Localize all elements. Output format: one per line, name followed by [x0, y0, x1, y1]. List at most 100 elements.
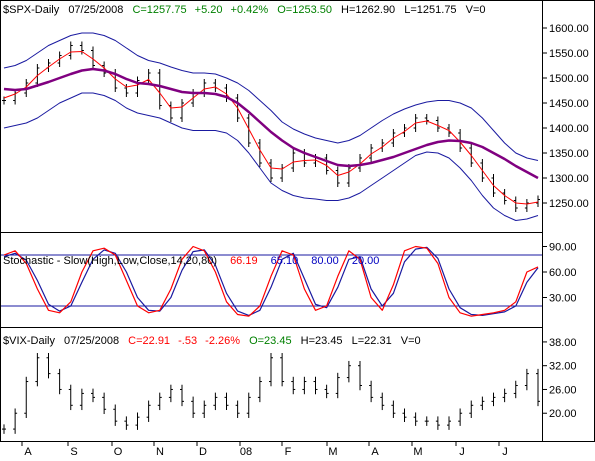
- vix-bar: [302, 376, 307, 395]
- vix-bar: [469, 400, 474, 418]
- vix-bar: [102, 392, 107, 415]
- vix-bar: [447, 416, 451, 430]
- stochastic-k-value: 66.19: [230, 255, 258, 267]
- vix-bar: [202, 400, 207, 418]
- vix-bar: [458, 408, 463, 426]
- x-tick-label: J: [502, 446, 508, 458]
- price-bar: [157, 69, 162, 110]
- vix-bar: [246, 392, 251, 418]
- price-bar: [346, 164, 351, 187]
- vix-bar: [24, 376, 29, 418]
- price-bar: [524, 199, 529, 212]
- vix-bar: [68, 384, 73, 411]
- stochastic-k-line: [3, 245, 539, 317]
- vix-date: 07/25/2008: [64, 335, 119, 347]
- price-date: 07/25/2008: [68, 4, 123, 16]
- price-bar: [257, 139, 262, 167]
- price-bar: [369, 144, 374, 162]
- price-ytick-tick-label: 1400.00: [549, 123, 589, 135]
- vix-bar: [324, 384, 329, 399]
- stochastic-title: Stochastic - Slow(High,Low,Close,14,20,8…: [3, 255, 217, 267]
- vix-bar: [358, 360, 362, 391]
- vix-high: H=23.45: [301, 335, 343, 347]
- vix-bar: [91, 388, 95, 403]
- vix-bar: [168, 384, 173, 403]
- price-open: O=1253.50: [277, 4, 332, 16]
- price-change-pct: +0.42%: [231, 4, 269, 16]
- vix-bar: [79, 388, 84, 411]
- x-tick-label: F: [285, 446, 292, 458]
- vix-ytick-tick-label: 20.00: [549, 408, 577, 420]
- stochastic-lower-level: 20.00: [352, 255, 380, 267]
- vix-header: $VIX-Daily 07/25/2008 C=22.91 -.53 -2.26…: [3, 335, 421, 347]
- vix-bar: [413, 412, 418, 426]
- vix-bar: [280, 353, 285, 387]
- vix-bar: [13, 408, 18, 434]
- vix-bar: [157, 392, 162, 411]
- vix-bar: [391, 400, 396, 418]
- price-bar: [424, 114, 429, 125]
- stochastic-header: Stochastic - Slow(High,Low,Close,14,20,8…: [3, 255, 379, 267]
- x-labels-group: A S O N D 08 F M A M J J: [21, 441, 508, 458]
- vix-bar: [424, 416, 429, 426]
- x-tick-label: S: [70, 446, 77, 458]
- bollinger-lower-line: [3, 92, 539, 221]
- x-tick-label: A: [371, 446, 379, 458]
- vix-bar: [191, 396, 196, 418]
- stochastic-panel-frame: [0, 232, 543, 328]
- x-tick-label: A: [24, 446, 32, 458]
- moving-average-slow-line: [3, 67, 539, 180]
- x-tick-label: M: [328, 446, 337, 458]
- vix-bar: [35, 353, 40, 387]
- vix-bar: [269, 353, 273, 387]
- price-volume: V=0: [466, 4, 486, 16]
- price-bar: [124, 84, 129, 97]
- vix-open: O=23.45: [249, 335, 292, 347]
- vix-bar: [57, 368, 62, 395]
- x-tick-label: O: [114, 446, 123, 458]
- vix-low: L=22.31: [352, 335, 392, 347]
- price-bar: [502, 189, 507, 205]
- vix-volume: V=0: [401, 335, 421, 347]
- vix-bar: [502, 388, 507, 403]
- x-tick-label: M: [413, 446, 422, 458]
- stochastic-ytick-tick-label: 90.00: [549, 242, 577, 254]
- price-ytick-tick-label: 1250.00: [549, 198, 589, 210]
- bollinger-upper-line: [3, 32, 539, 161]
- vix-bar: [491, 392, 496, 407]
- stochastic-ytick-tick-label: 60.00: [549, 267, 577, 279]
- stochastic-ytick-tick-label: 30.00: [549, 293, 577, 305]
- price-ytick-tick-label: 1600.00: [549, 23, 589, 35]
- price-bar: [79, 41, 84, 55]
- price-bar: [68, 41, 73, 60]
- vix-bar: [124, 416, 129, 430]
- stochastic-d-line: [3, 246, 539, 316]
- vix-bar: [257, 376, 262, 403]
- price-bar: [291, 149, 296, 172]
- x-tick-label: D: [199, 446, 207, 458]
- price-bar: [135, 76, 140, 97]
- x-tick-label: N: [156, 446, 164, 458]
- price-bar: [269, 159, 273, 182]
- moving-average-fast-line: [3, 51, 539, 205]
- vix-bar: [224, 392, 229, 411]
- price-ytick-tick-label: 1300.00: [549, 173, 589, 185]
- price-bar: [536, 195, 540, 207]
- vix-bar: [536, 368, 540, 407]
- right-axis-frame: [542, 0, 595, 442]
- vix-ytick-tick-label: 26.00: [549, 384, 577, 396]
- stochastic-upper-level: 80.00: [311, 255, 339, 267]
- vix-bar: [313, 376, 318, 395]
- price-bar: [180, 99, 184, 122]
- vix-close: C=22.91: [128, 335, 170, 347]
- vix-change: -.53: [178, 335, 197, 347]
- vix-symbol: $VIX-Daily: [3, 335, 55, 347]
- price-bar: [246, 114, 251, 147]
- price-panel-frame: [0, 0, 543, 233]
- vix-bar: [513, 380, 518, 399]
- vix-bar: [2, 424, 6, 434]
- price-change: +5.20: [195, 4, 223, 16]
- vix-bar: [435, 416, 440, 430]
- price-ytick-tick-label: 1350.00: [549, 148, 589, 160]
